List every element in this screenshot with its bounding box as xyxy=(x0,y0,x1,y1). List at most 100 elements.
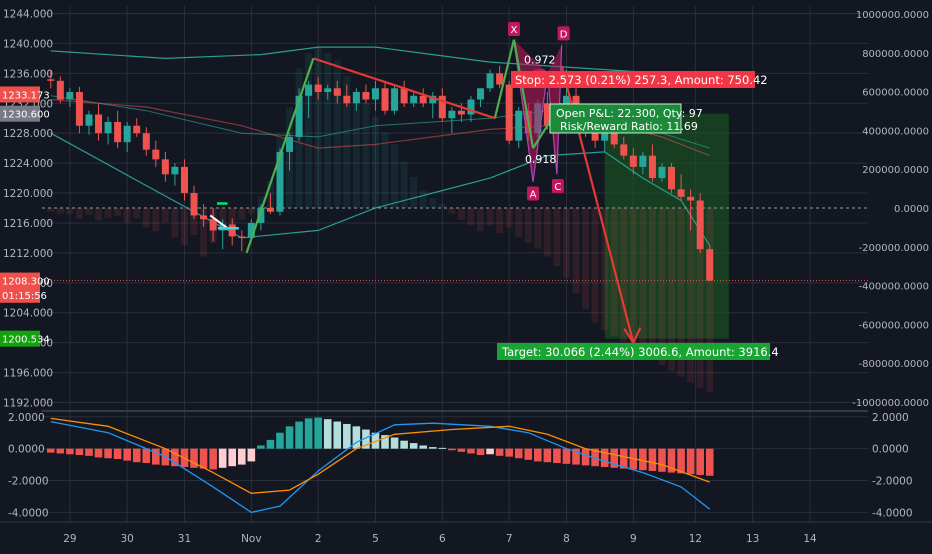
macd-histogram-bar xyxy=(428,447,437,449)
time-axis: 29 30 31 Nov 2 5 6 7 8 9 12 13 14 xyxy=(0,521,932,545)
candle-body xyxy=(257,208,265,223)
time-tick-label: 12 xyxy=(689,533,702,545)
volume-bar xyxy=(238,208,246,220)
candle-body xyxy=(677,189,685,197)
point-badge-d: D xyxy=(557,26,570,41)
volume-bar xyxy=(601,208,609,331)
green-leg xyxy=(493,39,516,119)
candle-body xyxy=(591,129,599,141)
candle-body xyxy=(648,155,656,179)
price-tag-bg xyxy=(0,272,40,289)
point-label: D xyxy=(560,29,568,40)
pnl-line-2: Risk/Reward Ratio: 11.69 xyxy=(560,120,698,133)
target-label: Target: 30.066 (2.44%) 3006.6, Amount: 3… xyxy=(497,343,779,360)
macd-histogram-bar xyxy=(295,421,303,449)
volume-bar xyxy=(515,208,523,238)
left-tick-label: 1228.000 xyxy=(3,128,53,140)
left-tick-label: 1212.000 xyxy=(3,248,53,260)
candle-body xyxy=(114,121,122,143)
candle-body xyxy=(152,149,160,160)
candle-body xyxy=(639,155,647,167)
macd-histogram-bar xyxy=(218,448,227,468)
macd-histogram-bar xyxy=(123,448,131,461)
candle-body xyxy=(486,73,494,89)
macd-histogram-bar xyxy=(696,448,704,475)
candle-body xyxy=(477,88,485,100)
macd-left-tick-label: -2.0000 xyxy=(8,476,49,488)
volume-bar xyxy=(668,208,676,371)
candle-body xyxy=(161,159,169,175)
candle-body xyxy=(668,166,676,190)
candle-body xyxy=(448,110,456,119)
macd-histogram-bar xyxy=(228,448,237,467)
volume-bar xyxy=(505,208,513,228)
macd-histogram-bar xyxy=(438,447,447,449)
candle-body xyxy=(410,95,418,104)
candle-body xyxy=(75,92,83,126)
volume-bar xyxy=(190,208,198,236)
stop-label: Stop: 2.573 (0.21%) 257.3, Amount: 750.4… xyxy=(511,71,768,88)
price-tag-bg xyxy=(0,86,40,103)
macd-histogram-bar xyxy=(581,448,590,466)
macd-histogram-bar xyxy=(514,448,523,459)
macd-histogram-bar xyxy=(705,448,714,476)
macd-histogram-bar xyxy=(247,448,256,462)
candle-body xyxy=(467,99,475,115)
volume-bar xyxy=(47,208,55,212)
candle-body xyxy=(286,136,294,152)
macd-histogram-bar xyxy=(543,448,552,463)
macd-right-tick-label: -4.0000 xyxy=(872,507,913,519)
green-leg xyxy=(512,39,535,149)
left-price-axis: 1244.0001240.0001236.0001232.0001228.000… xyxy=(0,0,53,522)
volume-bar xyxy=(161,208,169,223)
macd-histogram-bar xyxy=(591,448,599,467)
left-tick-label: 1224.000 xyxy=(3,158,53,170)
left-tick-label: 1216.000 xyxy=(3,218,53,230)
signal-line xyxy=(50,417,710,494)
arrowhead xyxy=(623,327,642,345)
volume-bar xyxy=(629,208,637,348)
time-tick-label: 29 xyxy=(63,533,76,545)
candle-body xyxy=(295,95,303,137)
price-tag-bg xyxy=(0,330,40,347)
volume-bar xyxy=(696,208,704,389)
candle-body xyxy=(95,114,103,134)
candle-body xyxy=(391,88,399,111)
price-tag-label: 1208.300 xyxy=(2,277,50,288)
candle-body xyxy=(104,121,112,134)
left-tick-label: 1192.000 xyxy=(3,398,53,410)
volume-bar xyxy=(56,208,64,214)
candle-body xyxy=(343,95,351,104)
candle-body xyxy=(314,84,322,93)
price-tag-label: 1200.534 xyxy=(2,335,50,346)
point-badge-x: X xyxy=(507,21,520,36)
point-badge-bg xyxy=(551,179,564,194)
macd-right-tick-label: -2.0000 xyxy=(872,476,913,488)
macd-histogram-bar xyxy=(600,448,609,467)
volume-bar xyxy=(658,208,666,366)
macd-histogram-bar xyxy=(304,418,313,449)
volume-bar xyxy=(104,208,112,218)
volume-bar xyxy=(419,190,427,208)
volume-bar xyxy=(352,91,360,208)
macd-histogram-bar xyxy=(199,448,208,469)
macd-histogram-bar xyxy=(495,448,504,456)
volume-bar xyxy=(534,208,542,249)
volume-bar xyxy=(648,208,656,360)
macd-histogram-bar xyxy=(142,448,151,464)
candle-body xyxy=(515,110,523,141)
volume-bar xyxy=(620,208,628,342)
macd-histogram-bar xyxy=(104,448,112,459)
time-tick-label: 8 xyxy=(563,533,570,545)
macd-histogram-bar xyxy=(686,448,695,475)
macd-histogram-bar xyxy=(343,423,351,449)
volume-bar xyxy=(438,204,446,208)
macd-histogram-bar xyxy=(457,448,466,452)
volume-bar xyxy=(486,208,494,226)
volume-bar xyxy=(687,208,695,383)
candle-body xyxy=(123,125,131,143)
candle-body xyxy=(438,95,446,119)
point-badge-a: A xyxy=(527,186,540,201)
candle-body xyxy=(56,80,64,100)
